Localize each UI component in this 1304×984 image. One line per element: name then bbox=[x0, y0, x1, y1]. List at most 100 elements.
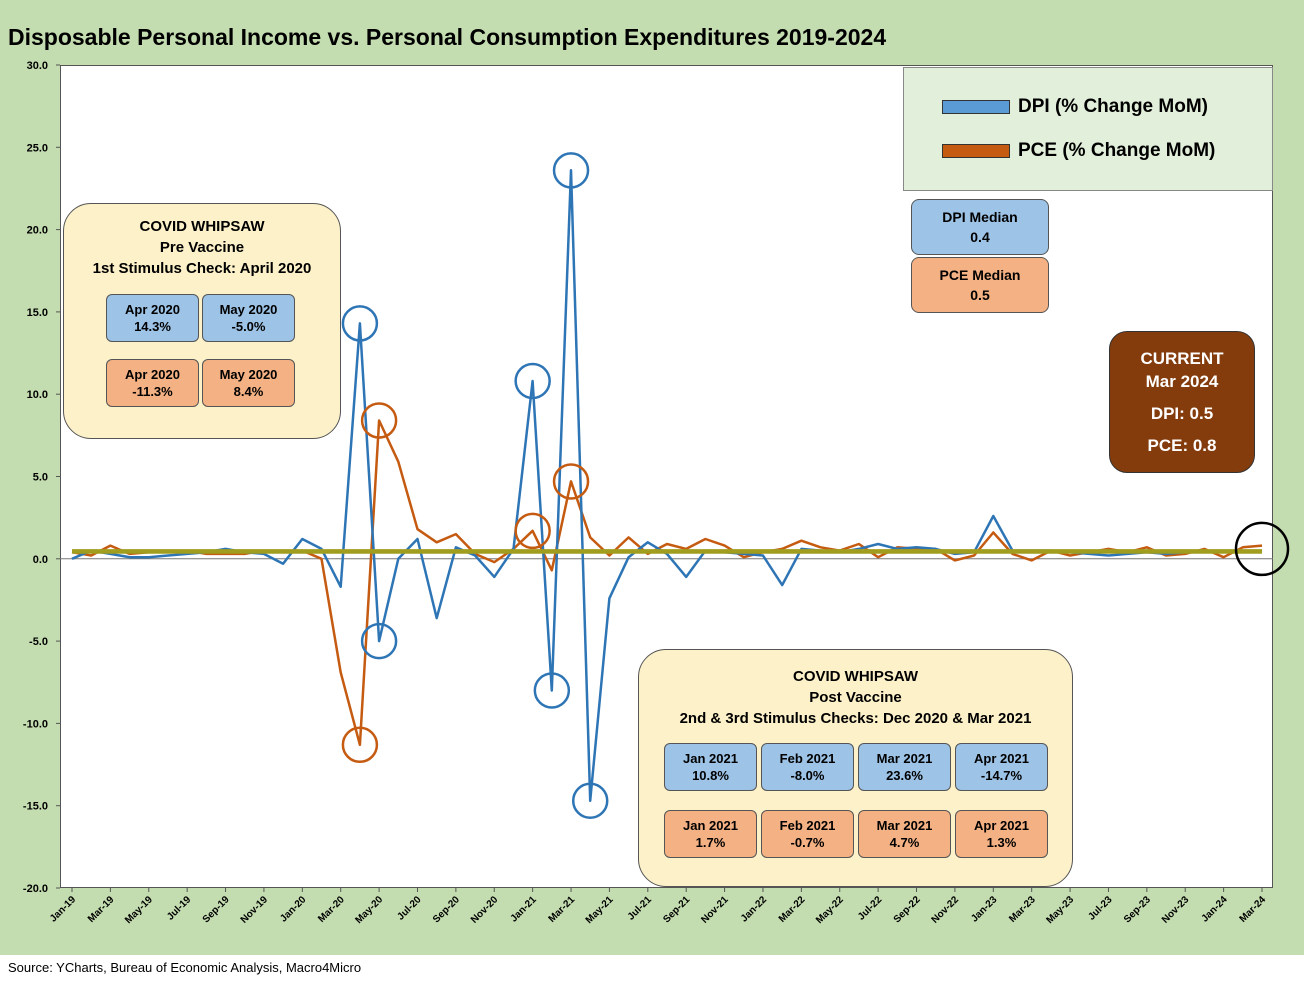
x-tick-label: Nov-22 bbox=[930, 894, 962, 926]
dpi-median-label: DPI Median bbox=[942, 209, 1018, 225]
x-tick-label: Jan-23 bbox=[969, 894, 999, 924]
chip-pce-apr-2020: Apr 2020 -11.3% bbox=[106, 359, 199, 407]
callout-pre-heading-3: 1st Stimulus Check: April 2020 bbox=[92, 260, 312, 277]
legend-label-dpi: DPI (% Change MoM) bbox=[1018, 96, 1208, 117]
pce-median-label: PCE Median bbox=[939, 267, 1021, 283]
x-tick-label: Jan-19 bbox=[48, 894, 78, 924]
chip-month: Feb 2021 bbox=[779, 818, 836, 833]
y-tick-label: 30.0 bbox=[27, 60, 48, 72]
y-tick-label: -10.0 bbox=[23, 718, 48, 730]
x-tick-label: May-23 bbox=[1044, 894, 1076, 926]
current-box: CURRENT Mar 2024 DPI: 0.5 PCE: 0.8 bbox=[1109, 331, 1255, 473]
highlight-circle bbox=[360, 402, 398, 439]
pce-median-box: PCE Median 0.5 bbox=[911, 257, 1049, 313]
x-tick-label: Sep-22 bbox=[892, 894, 923, 925]
y-tick-label: 25.0 bbox=[27, 142, 48, 154]
x-tick-label: Jul-22 bbox=[856, 894, 885, 923]
callout-post-heading-1: COVID WHIPSAW bbox=[792, 668, 918, 685]
y-tick-label: 20.0 bbox=[27, 225, 48, 237]
chip-pce-feb-2021: Feb 2021 -0.7% bbox=[761, 810, 854, 858]
y-tick-label: -15.0 bbox=[23, 801, 48, 813]
chip-value: 10.8% bbox=[692, 768, 729, 783]
chip-value: 1.3% bbox=[986, 835, 1017, 850]
chip-dpi-apr-2020: Apr 2020 14.3% bbox=[106, 294, 199, 342]
y-tick-label: 15.0 bbox=[27, 307, 48, 319]
x-tick-label: Jan-22 bbox=[739, 894, 769, 924]
chip-month: Feb 2021 bbox=[779, 751, 836, 766]
legend-swatch-pce bbox=[942, 143, 1010, 158]
source-note: Source: YCharts, Bureau of Economic Anal… bbox=[8, 960, 362, 975]
x-axis: Jan-19 Mar-19 May-19 Jul-19 Sep-19 Nov-19 Jan-… bbox=[48, 888, 1268, 926]
chip-pce-apr-2021: Apr 2021 1.3% bbox=[955, 810, 1048, 858]
chip-month: Mar 2021 bbox=[876, 818, 933, 833]
x-tick-label: Sep-23 bbox=[1122, 894, 1153, 925]
callout-pre-heading-1: COVID WHIPSAW bbox=[139, 218, 265, 235]
current-pce: PCE: 0.8 bbox=[1147, 436, 1217, 455]
y-tick-label: 10.0 bbox=[27, 389, 48, 401]
pce-median-value: 0.5 bbox=[970, 287, 990, 303]
chip-value: -0.7% bbox=[790, 835, 825, 850]
x-tick-label: Nov-21 bbox=[699, 894, 731, 926]
x-tick-label: Jul-20 bbox=[395, 894, 424, 923]
chip-value: 14.3% bbox=[134, 319, 171, 334]
chip-month: May 2020 bbox=[219, 302, 278, 317]
x-tick-label: Sep-20 bbox=[431, 894, 462, 925]
highlight-circle bbox=[514, 512, 551, 550]
x-tick-label: Jan-20 bbox=[278, 894, 308, 924]
series-lines bbox=[71, 169, 1263, 803]
chart-title: Disposable Personal Income vs. Personal … bbox=[8, 24, 887, 50]
chip-value: -8.0% bbox=[790, 768, 825, 783]
chip-value: 23.6% bbox=[886, 768, 923, 783]
chart-legend: DPI (% Change MoM) PCE (% Change MoM) bbox=[903, 67, 1273, 191]
x-tick-label: Nov-23 bbox=[1160, 894, 1192, 926]
chip-value: 4.7% bbox=[889, 835, 920, 850]
x-tick-label: Mar-21 bbox=[547, 894, 578, 925]
chip-month: Apr 2020 bbox=[125, 367, 180, 382]
y-tick-label: -5.0 bbox=[29, 636, 48, 648]
chip-pce-mar-2021: Mar 2021 4.7% bbox=[858, 810, 951, 858]
callout-post-heading-3: 2nd & 3rd Stimulus Checks: Dec 2020 & Ma… bbox=[679, 710, 1032, 727]
current-marker-circle bbox=[1234, 521, 1290, 577]
highlight-circles bbox=[341, 152, 1290, 820]
callout-post-vaccine: COVID WHIPSAW Post Vaccine 2nd & 3rd Sti… bbox=[638, 649, 1073, 887]
chip-dpi-apr-2021: Apr 2021 -14.7% bbox=[955, 743, 1048, 791]
highlight-circle bbox=[341, 305, 379, 342]
chip-pce-jan-2021: Jan 2021 1.7% bbox=[664, 810, 757, 858]
x-tick-label: Jul-21 bbox=[626, 894, 655, 923]
highlight-circle bbox=[341, 726, 379, 764]
x-tick-label: May-20 bbox=[353, 894, 385, 926]
x-tick-label: May-22 bbox=[814, 894, 846, 926]
legend-label-pce: PCE (% Change MoM) bbox=[1018, 140, 1216, 161]
x-tick-label: Mar-24 bbox=[1238, 894, 1269, 925]
callout-pre-vaccine: COVID WHIPSAW Pre Vaccine 1st Stimulus C… bbox=[63, 203, 341, 439]
highlight-circle bbox=[571, 782, 609, 820]
chip-month: Apr 2021 bbox=[974, 818, 1029, 833]
chip-dpi-feb-2021: Feb 2021 -8.0% bbox=[761, 743, 854, 791]
y-tick-label: 0.0 bbox=[33, 554, 48, 566]
chip-month: Apr 2021 bbox=[974, 751, 1029, 766]
chip-value: 8.4% bbox=[233, 384, 264, 399]
legend-item-dpi: DPI (% Change MoM) bbox=[942, 96, 1208, 118]
x-tick-label: May-21 bbox=[584, 894, 616, 926]
legend-swatch-dpi bbox=[942, 99, 1010, 114]
x-tick-label: Mar-19 bbox=[86, 894, 117, 925]
x-tick-label: Jul-19 bbox=[165, 894, 194, 923]
current-line-2: Mar 2024 bbox=[1145, 372, 1219, 391]
x-tick-label: Mar-20 bbox=[316, 894, 347, 925]
chip-dpi-mar-2021: Mar 2021 23.6% bbox=[858, 743, 951, 791]
highlight-circle bbox=[360, 622, 398, 660]
current-line-1: CURRENT bbox=[1140, 349, 1224, 368]
highlight-circle bbox=[514, 362, 551, 400]
legend-item-pce: PCE (% Change MoM) bbox=[942, 140, 1215, 162]
x-tick-label: Mar-23 bbox=[1007, 894, 1038, 925]
y-tick-label: 5.0 bbox=[33, 472, 48, 484]
chip-month: Apr 2020 bbox=[125, 302, 180, 317]
x-tick-label: May-19 bbox=[123, 894, 155, 926]
x-tick-label: Sep-21 bbox=[661, 894, 692, 925]
highlight-circle bbox=[552, 463, 590, 500]
x-tick-label: Jan-21 bbox=[509, 894, 539, 924]
x-tick-label: Jul-23 bbox=[1086, 894, 1115, 923]
chip-value: -11.3% bbox=[132, 384, 173, 399]
x-tick-label: Nov-19 bbox=[239, 894, 271, 926]
x-tick-label: Sep-19 bbox=[201, 894, 232, 925]
